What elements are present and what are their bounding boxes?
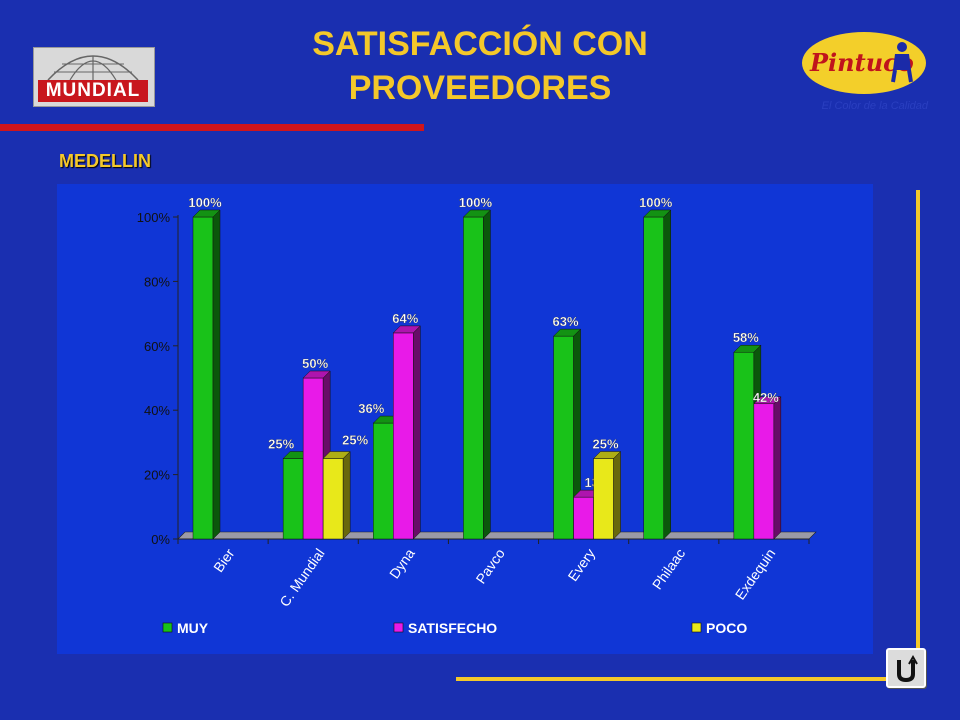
header-divider bbox=[0, 124, 424, 131]
y-tick-label: 80% bbox=[144, 274, 170, 289]
bar-top-muy-0 bbox=[192, 209, 221, 218]
legend-swatch-muy bbox=[162, 622, 173, 633]
legend-label-satisfecho: SATISFECHO bbox=[408, 620, 497, 636]
bar-side-muy-5 bbox=[663, 209, 671, 540]
bar-top-poco-4 bbox=[592, 451, 622, 459]
bar-side-satisfecho-2 bbox=[413, 325, 421, 540]
frame-bottom-rule bbox=[456, 677, 920, 681]
bar-muy-6 bbox=[733, 351, 755, 540]
bar-muy-4 bbox=[553, 335, 574, 540]
y-tick-label: 20% bbox=[144, 468, 170, 483]
bar-poco-1 bbox=[322, 458, 344, 540]
data-label-muy-0: 100% bbox=[188, 195, 222, 210]
mundial-logo-text: MUNDIAL bbox=[38, 80, 148, 102]
bar-top-muy-4 bbox=[552, 328, 582, 337]
legend-swatch-poco bbox=[691, 622, 702, 633]
bar-muy-2 bbox=[373, 422, 394, 540]
legend-label-muy: MUY bbox=[177, 620, 209, 636]
data-label-muy-5: 100% bbox=[639, 195, 673, 210]
data-label-muy-2: 36% bbox=[358, 401, 384, 416]
bar-muy-3 bbox=[463, 216, 484, 540]
bar-top-muy-3 bbox=[462, 209, 492, 218]
bar-side-poco-1 bbox=[342, 450, 351, 540]
data-label-satisfecho-2: 64% bbox=[392, 311, 418, 326]
bar-satisfecho-1 bbox=[302, 377, 324, 540]
data-label-muy-3: 100% bbox=[459, 195, 493, 210]
section-subtitle: MEDELLIN bbox=[59, 151, 151, 171]
category-label-5: Philaac bbox=[649, 546, 688, 593]
data-label-muy-1: 25% bbox=[268, 437, 294, 452]
bar-top-poco-1 bbox=[322, 451, 351, 459]
y-tick-label: 60% bbox=[144, 339, 170, 354]
bar-top-satisfecho-1 bbox=[302, 370, 331, 379]
y-tick-label: 40% bbox=[144, 403, 170, 418]
chart-panel: 0% 20% 40% 60% 80% 100% 100% Bier 25% 50% 25% C. Mu… bbox=[57, 184, 873, 654]
bar-top-satisfecho-2 bbox=[392, 325, 421, 334]
pintuco-logo-text: Pintuco bbox=[810, 48, 914, 77]
data-label-muy-4: 63% bbox=[553, 314, 579, 329]
bar-top-satisfecho-6 bbox=[753, 396, 782, 405]
legend-label-poco: POCO bbox=[706, 620, 747, 636]
bar-side-poco-4 bbox=[613, 450, 621, 540]
title-line-2: PROVEEDORES bbox=[348, 69, 612, 107]
page-title: SATISFACCIÓN CON PROVEEDORES bbox=[270, 22, 690, 110]
data-label-muy-6: 58% bbox=[733, 330, 759, 345]
chart-floor bbox=[177, 531, 817, 540]
bar-side-satisfecho-6 bbox=[773, 396, 782, 540]
return-arrow-icon bbox=[897, 654, 918, 683]
globe-icon bbox=[47, 55, 139, 80]
y-tick-label: 100% bbox=[137, 210, 171, 225]
return-button[interactable] bbox=[886, 648, 926, 688]
frame-right-rule bbox=[916, 190, 920, 680]
data-label-poco-1: 25% bbox=[342, 433, 368, 448]
legend-swatch-satisfecho bbox=[393, 622, 404, 633]
category-label-0: Bier bbox=[210, 545, 238, 575]
data-label-poco-4: 25% bbox=[593, 437, 619, 452]
bar-muy-0 bbox=[192, 216, 214, 540]
data-label-satisfecho-6: 42% bbox=[753, 390, 779, 405]
category-label-2: Dyna bbox=[386, 545, 418, 581]
bar-satisfecho-4 bbox=[573, 496, 594, 540]
bar-muy-5 bbox=[643, 216, 664, 540]
mundial-logo: MUNDIAL bbox=[33, 47, 155, 107]
category-label-6: Exdequin bbox=[732, 546, 779, 603]
bar-satisfecho-6 bbox=[753, 403, 775, 540]
bar-side-muy-0 bbox=[212, 209, 221, 540]
painter-icon bbox=[891, 42, 913, 83]
bar-poco-4 bbox=[593, 458, 614, 540]
bar-side-muy-3 bbox=[483, 209, 491, 540]
bar-chart: 0% 20% 40% 60% 80% 100% 100% Bier 25% 50% 25% C. Mu… bbox=[137, 195, 817, 636]
bar-top-muy-6 bbox=[733, 344, 762, 353]
pintuco-logo: Pintuco El Color de la Calidad bbox=[800, 30, 928, 120]
category-label-4: Every bbox=[564, 546, 598, 585]
bar-top-muy-5 bbox=[643, 209, 672, 218]
category-label-3: Pavco bbox=[473, 545, 509, 586]
y-tick-label: 0% bbox=[151, 532, 170, 547]
data-label-satisfecho-1: 50% bbox=[302, 356, 328, 371]
title-line-1: SATISFACCIÓN CON bbox=[312, 25, 648, 63]
category-label-1: C. Mundial bbox=[276, 546, 327, 610]
bar-satisfecho-2 bbox=[393, 332, 414, 540]
pintuco-tagline: El Color de la Calidad bbox=[821, 100, 928, 112]
bar-muy-1 bbox=[282, 458, 304, 540]
